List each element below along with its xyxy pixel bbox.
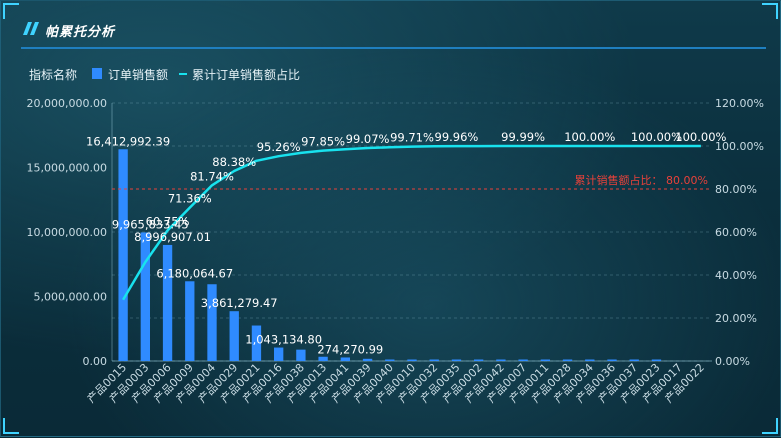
bar-value-label: 3,861,279.47 [201,296,278,310]
y-left-tick-label: 15,000,000.00 [27,162,107,175]
legend-line-swatch[interactable] [179,73,187,75]
bar-value-label: 274,270.99 [317,342,383,356]
bar [140,232,150,361]
bar [274,347,284,361]
line-value-label: 99.99% [501,130,545,144]
line-value-label: 95.26% [257,140,301,154]
bar-value-label: 8,996,907.01 [134,230,211,244]
y-left-tick-label: 20,000,000.00 [27,97,107,110]
bar [340,357,350,361]
line-value-label: 99.71% [390,131,434,145]
bar [540,359,550,361]
y-right-tick-label: 120.00% [715,97,764,110]
y-left-tick-label: 5,000,000.00 [34,291,107,304]
bar [607,359,617,361]
legend-indicator-name: 指标名称 [29,68,78,82]
bar [162,244,173,361]
y-left-tick-label: 10,000,000.00 [27,226,107,239]
bar [496,359,506,361]
bar [429,359,439,361]
corner-decoration [762,418,778,434]
bar [362,358,373,361]
line-value-label: 99.07% [346,132,390,146]
y-right-tick-label: 40.00% [715,269,757,282]
line-value-label: 60.75% [146,214,190,228]
bar [562,359,573,361]
bar [474,359,484,361]
bar [385,359,395,361]
line-value-label: 88.38% [212,155,256,169]
title-slash-icon [23,22,39,35]
bar [585,359,595,361]
bar [407,359,417,361]
y-right-tick-label: 60.00% [715,226,757,239]
corner-decoration [3,3,19,19]
corner-decoration [762,3,778,19]
line-value-label: 100.00% [631,130,682,144]
y-right-tick-label: 0.00% [715,355,750,368]
bar [229,311,239,361]
bar [651,359,662,361]
panel-header: 帕累托分析 [21,15,766,49]
line-value-label: 81.74% [190,169,234,183]
bar-value-label: 16,412,992.39 [86,134,170,148]
line-value-label: 97.85% [301,135,345,149]
line-value-label: 71.36% [168,192,212,206]
legend-line-label[interactable]: 累计订单销售额占比 [192,68,301,82]
bar [629,359,639,361]
line-value-label: 99.96% [435,130,479,144]
bar [118,149,128,361]
bar [451,359,462,361]
line-value-label: 100.00% [564,130,615,144]
bar-value-label: 6,180,064.67 [156,266,233,280]
y-right-tick-label: 100.00% [715,140,764,153]
bar [251,325,262,361]
panel-title: 帕累托分析 [45,25,116,40]
corner-decoration [3,418,19,434]
legend-bar-swatch[interactable] [92,68,102,79]
bar [518,359,528,361]
bar [207,284,217,361]
threshold-label: 累计销售额占比： 80.00% [575,173,708,187]
y-left-tick-label: 0.00 [83,355,108,368]
bar-value-label: 9,965,833.45 [112,217,189,231]
bar [296,349,306,361]
y-right-tick-label: 80.00% [715,183,757,196]
line-value-label: 100.00% [675,130,726,144]
bar [318,356,328,361]
bar [185,281,195,361]
y-right-tick-label: 20.00% [715,312,757,325]
cumulative-line [122,144,701,301]
bar-value-label: 1,043,134.80 [245,333,322,347]
legend-bar-label[interactable]: 订单销售额 [108,68,169,82]
